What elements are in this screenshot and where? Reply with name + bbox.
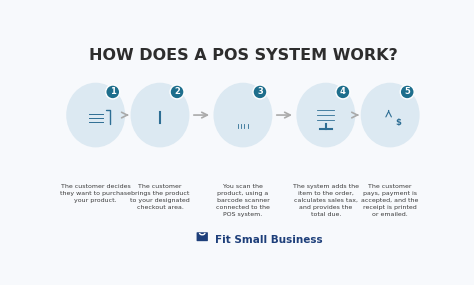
- Text: The customer
brings the product
to your designated
checkout area.: The customer brings the product to your …: [130, 184, 190, 210]
- Ellipse shape: [66, 83, 125, 147]
- Text: $: $: [395, 118, 401, 127]
- Ellipse shape: [213, 83, 273, 147]
- Ellipse shape: [296, 83, 356, 147]
- Circle shape: [170, 85, 184, 99]
- Text: Fit Small Business: Fit Small Business: [215, 235, 323, 245]
- Text: 3: 3: [257, 87, 263, 96]
- Text: 5: 5: [404, 87, 410, 96]
- Circle shape: [336, 85, 350, 99]
- Ellipse shape: [130, 83, 190, 147]
- Text: The system adds the
item to the order,
calculates sales tax,
and provides the
to: The system adds the item to the order, c…: [293, 184, 359, 217]
- FancyBboxPatch shape: [197, 232, 208, 241]
- Text: 4: 4: [340, 87, 346, 96]
- Text: HOW DOES A POS SYSTEM WORK?: HOW DOES A POS SYSTEM WORK?: [89, 48, 397, 63]
- Ellipse shape: [361, 83, 419, 147]
- Circle shape: [400, 85, 414, 99]
- Text: You scan the
product, using a
barcode scanner
connected to the
POS system.: You scan the product, using a barcode sc…: [216, 184, 270, 217]
- Text: The customer
pays, payment is
accepted, and the
receipt is printed
or emailed.: The customer pays, payment is accepted, …: [362, 184, 419, 217]
- Circle shape: [106, 85, 120, 99]
- Text: 1: 1: [110, 87, 116, 96]
- Circle shape: [253, 85, 267, 99]
- Text: 2: 2: [174, 87, 180, 96]
- Text: The customer decides
they want to purchase
your product.: The customer decides they want to purcha…: [60, 184, 131, 203]
